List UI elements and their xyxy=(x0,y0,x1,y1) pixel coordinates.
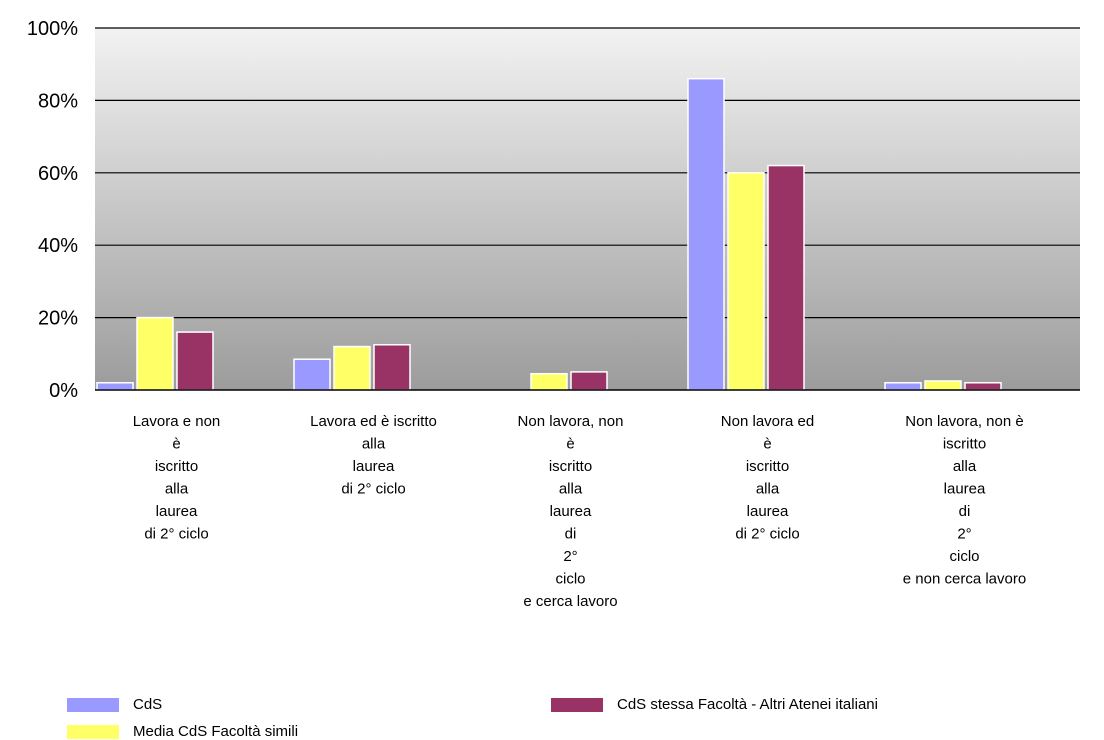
y-tick-label: 20% xyxy=(38,308,78,330)
y-tick-label: 80% xyxy=(38,90,78,112)
legend-label-cds: CdS xyxy=(133,696,163,713)
x-tick-label: Lavora ed è iscritto alla laurea di 2° cicl… xyxy=(310,413,437,498)
bar xyxy=(924,380,962,391)
bar xyxy=(687,77,725,391)
legend-label-altri-atenei: CdS stessa Facoltà - Altri Atenei italia… xyxy=(617,696,878,713)
x-tick-label: Lavora e non è iscritto alla laurea di 2° cic… xyxy=(133,413,221,543)
x-tick-label: Non lavora ed è iscritto alla laurea di 2° ci… xyxy=(721,413,814,543)
x-tick-label: Non lavora, non è iscritto alla laurea di 2° ci… xyxy=(518,413,624,610)
y-tick-label: 40% xyxy=(38,235,78,257)
bar xyxy=(767,164,805,391)
y-tick-label: 60% xyxy=(38,163,78,185)
plot-area xyxy=(95,28,1080,390)
bar xyxy=(373,344,411,391)
bar xyxy=(136,316,174,391)
bar xyxy=(727,172,765,391)
legend-item-altri-atenei: CdS stessa Facoltà - Altri Atenei italia… xyxy=(551,696,878,713)
bars xyxy=(96,77,1002,391)
legend-swatch-cds xyxy=(67,697,119,712)
legend-swatch-altri-atenei xyxy=(551,697,603,712)
legend-item-cds: CdS xyxy=(67,696,162,713)
bar xyxy=(570,371,608,391)
legend-label-media: Media CdS Facoltà simili xyxy=(133,723,299,740)
legend-swatch-media xyxy=(67,724,119,739)
grid-lines xyxy=(95,27,1080,319)
bar xyxy=(964,382,1002,391)
legend-item-media: Media CdS Facoltà simili xyxy=(67,723,298,740)
x-tick-label: Non lavora, non è iscritto alla laurea di 2° c… xyxy=(903,413,1026,588)
bar xyxy=(176,331,214,391)
bar xyxy=(96,382,134,391)
bar xyxy=(293,358,331,391)
bar xyxy=(530,372,568,391)
y-tick-label: 0% xyxy=(49,380,78,402)
y-axis-ticks: 0% 20% 40% 60% 80% 100% xyxy=(27,18,78,402)
y-tick-label: 100% xyxy=(27,18,78,40)
bar xyxy=(884,382,922,391)
bar xyxy=(333,345,371,391)
bar-chart: 0% 20% 40% 60% 80% 100% Lavora e non è iscritto… xyxy=(27,18,1080,610)
x-axis-labels: Lavora e non è iscritto alla laurea di 2° cic… xyxy=(133,413,1026,610)
